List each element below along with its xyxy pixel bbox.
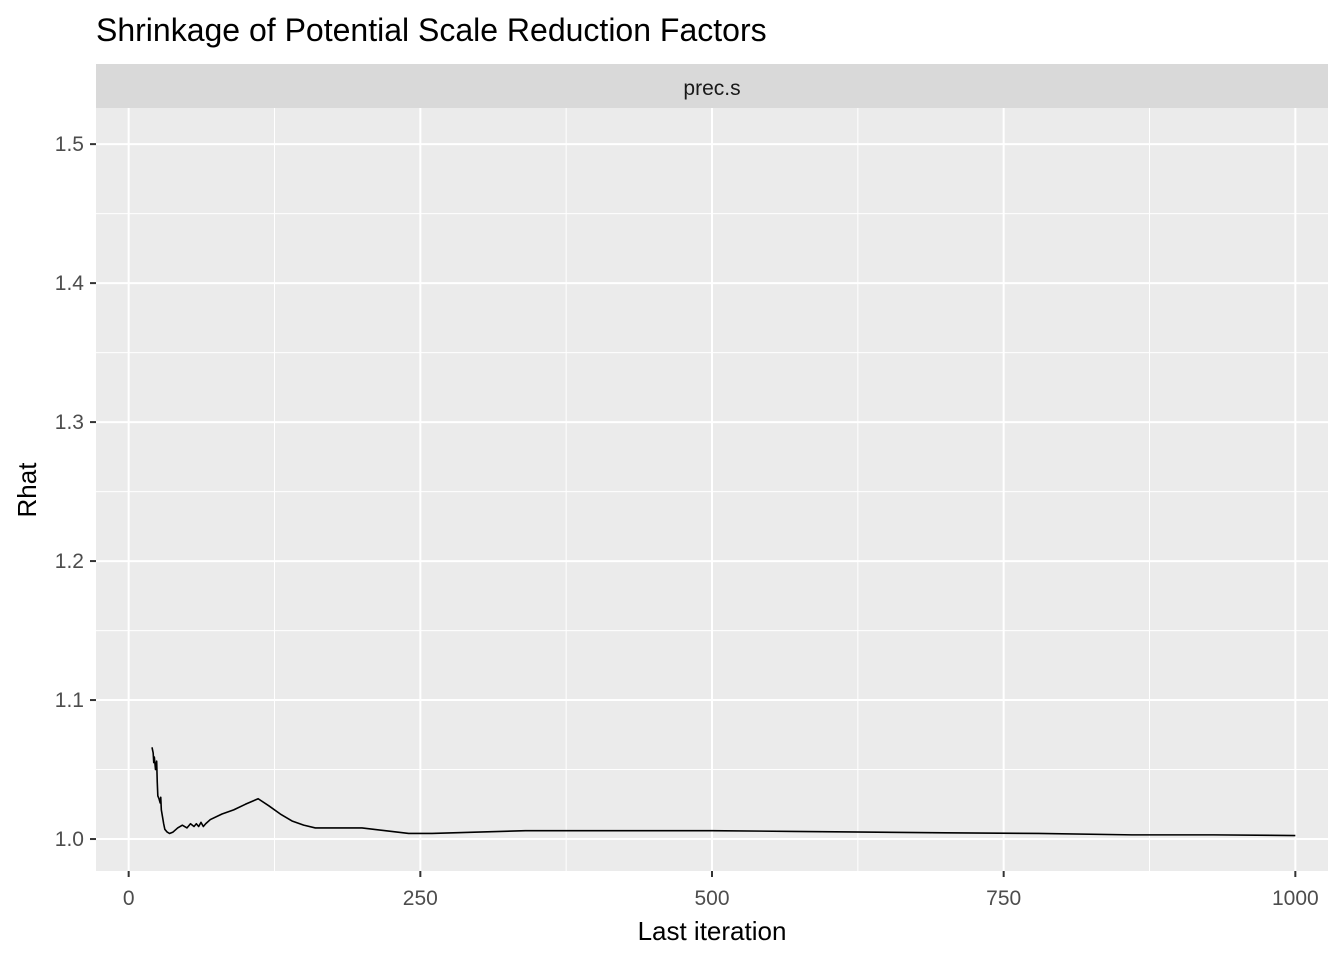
x-tick-label: 750 bbox=[986, 887, 1021, 910]
x-tick-label: 0 bbox=[123, 887, 135, 910]
x-tick-label: 1000 bbox=[1272, 887, 1319, 910]
y-tick-label: 1.2 bbox=[55, 550, 84, 573]
series-layer bbox=[151, 747, 1296, 837]
y-axis-title: Rhat bbox=[12, 462, 42, 518]
series-line bbox=[151, 747, 1296, 837]
y-tick-label: 1.1 bbox=[55, 689, 84, 712]
y-axis: 1.0 1.1 1.2 1.3 1.4 1.5 bbox=[55, 133, 96, 851]
y-tick-label: 1.5 bbox=[55, 133, 84, 156]
y-tick-label: 1.0 bbox=[55, 828, 84, 851]
chart-title: Shrinkage of Potential Scale Reduction F… bbox=[96, 12, 767, 48]
x-axis: 0 250 500 750 1000 bbox=[123, 871, 1319, 910]
major-grid bbox=[96, 108, 1328, 871]
x-tick-label: 250 bbox=[403, 887, 438, 910]
y-tick-label: 1.3 bbox=[55, 411, 84, 434]
x-axis-title: Last iteration bbox=[638, 916, 787, 946]
facet-label: prec.s bbox=[683, 77, 740, 100]
x-tick-label: 500 bbox=[694, 887, 729, 910]
facet-strip bbox=[96, 64, 1328, 108]
y-tick-label: 1.4 bbox=[55, 272, 85, 295]
